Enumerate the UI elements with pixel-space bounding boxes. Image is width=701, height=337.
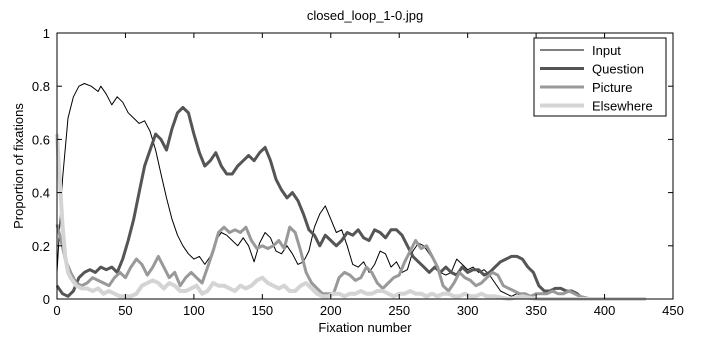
x-tick-label: 50: [118, 303, 132, 318]
x-axis-title: Fixation number: [318, 320, 412, 335]
y-tick-label: 0.8: [32, 79, 50, 94]
legend-box: [533, 37, 667, 117]
x-tick-label: 150: [251, 303, 273, 318]
y-axis-title: Proportion of fixations: [11, 103, 26, 229]
x-tick-label: 400: [594, 303, 616, 318]
x-tick-label: 300: [457, 303, 479, 318]
legend-label-elsewhere: Elsewhere: [592, 99, 653, 114]
plot-frame: [56, 32, 674, 300]
y-tick-label: 0.6: [32, 132, 50, 147]
chart-title: closed_loop_1-0.jpg: [307, 8, 423, 23]
series-line-question: [55, 106, 646, 301]
legend: Input Question Picture Elsewhere: [533, 37, 667, 117]
y-tick-label: 0: [43, 292, 50, 307]
y-tick-label: 0.2: [32, 239, 50, 254]
legend-label-input: Input: [592, 43, 621, 58]
y-tick-label: 1: [43, 26, 50, 41]
y-tick-label: 0.4: [32, 186, 50, 201]
x-tick-label: 250: [388, 303, 410, 318]
series-line-picture: [55, 224, 646, 301]
x-tick-label: 200: [320, 303, 342, 318]
x-tick-label: 450: [662, 303, 684, 318]
legend-label-question: Question: [592, 62, 644, 77]
x-tick-label: 0: [53, 303, 60, 318]
x-tick-label: 100: [183, 303, 205, 318]
legend-label-picture: Picture: [592, 80, 632, 95]
ticks-layer: 0 50 100 150 200 250 300 350 400 450 0 0.2 0.4 0.6 0.8…: [32, 26, 684, 318]
x-tick-label: 350: [525, 303, 547, 318]
